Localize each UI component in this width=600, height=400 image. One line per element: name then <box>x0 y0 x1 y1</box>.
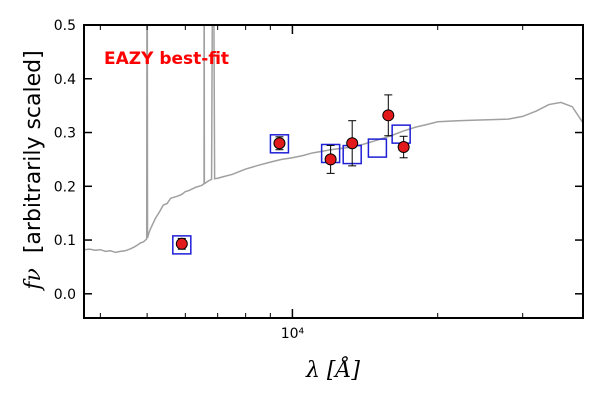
observed-flux-marker <box>346 137 359 150</box>
y-axis-label: fν [arbitrarily scaled] <box>21 50 46 291</box>
y-axis-label-text: [arbitrarily scaled] <box>21 50 46 253</box>
observed-flux-marker <box>382 109 395 122</box>
observed-flux-marker <box>175 237 188 250</box>
x-axis-label: λ [Å] <box>305 355 360 383</box>
y-tick-label: 0.5 <box>54 18 76 34</box>
y-tick-label: 0.0 <box>54 287 76 303</box>
x-tick-label: 10⁴ <box>281 326 305 342</box>
observed-flux-marker <box>324 153 337 166</box>
y-tick-label: 0.1 <box>54 233 76 249</box>
y-tick-label: 0.4 <box>54 72 76 88</box>
model-spectrum-line <box>84 25 583 254</box>
observed-point <box>324 144 337 174</box>
y-axis-label-symbol: fν <box>21 268 46 292</box>
observed-flux-marker <box>397 141 410 154</box>
observed-point <box>273 136 286 151</box>
y-tick-label: 0.3 <box>54 126 76 142</box>
model-flux-marker <box>269 134 290 154</box>
y-tick-label: 0.2 <box>54 179 76 195</box>
chart-annotation: EAZY best-fit <box>104 49 229 69</box>
observed-point <box>346 120 359 167</box>
plot-frame <box>83 24 584 319</box>
model-flux-marker <box>367 138 388 158</box>
model-flux-marker <box>172 235 192 255</box>
observed-point <box>397 135 410 159</box>
observed-point <box>175 237 188 250</box>
observed-flux-marker <box>273 137 286 150</box>
observed-point <box>382 94 395 137</box>
